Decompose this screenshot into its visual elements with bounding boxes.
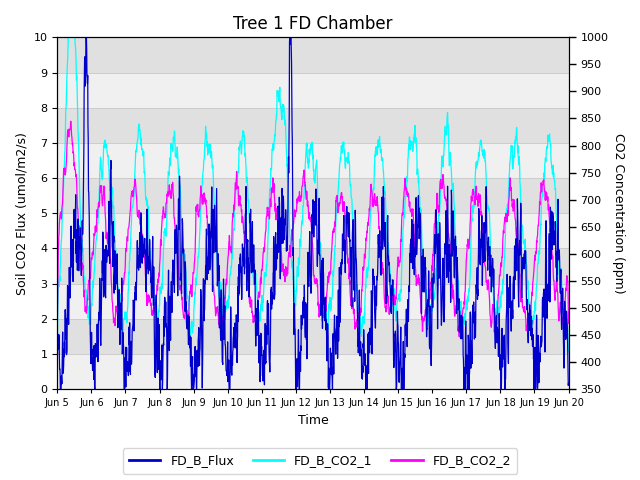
FD_B_CO2_2 <box>564 321 572 326</box>
Bar <box>57 108 568 143</box>
FD_B_CO2_1 <box>80 264 88 270</box>
FD_B_CO2_2 <box>80 281 88 287</box>
FD_B_CO2_2 <box>456 325 464 331</box>
FD_B_CO2_1 <box>550 169 557 175</box>
FD_B_CO2_2 <box>302 195 310 201</box>
FD_B_Flux <box>82 35 90 40</box>
FD_B_Flux <box>56 386 64 392</box>
Bar <box>57 178 568 213</box>
Text: TZ_fd: TZ_fd <box>0 479 1 480</box>
FD_B_CO2_1 <box>550 175 558 181</box>
Y-axis label: CO2 Concentration (ppm): CO2 Concentration (ppm) <box>612 133 625 293</box>
FD_B_CO2_1 <box>564 349 572 355</box>
FD_B_Flux <box>303 337 310 343</box>
Bar <box>57 37 568 72</box>
FD_B_Flux <box>80 172 88 178</box>
Bar <box>57 213 568 248</box>
FD_B_CO2_2 <box>550 283 558 289</box>
Bar <box>57 284 568 319</box>
Bar <box>57 319 568 354</box>
Y-axis label: Soil CO2 Flux (umol/m2/s): Soil CO2 Flux (umol/m2/s) <box>15 132 28 295</box>
Bar <box>57 143 568 178</box>
Title: Tree 1 FD Chamber: Tree 1 FD Chamber <box>233 15 393 33</box>
FD_B_CO2_1 <box>302 149 310 155</box>
Line: FD_B_CO2_1: FD_B_CO2_1 <box>57 37 568 352</box>
FD_B_CO2_2 <box>53 324 61 330</box>
FD_B_CO2_1 <box>289 266 296 272</box>
FD_B_Flux <box>550 228 558 234</box>
FD_B_Flux <box>289 202 297 208</box>
FD_B_CO2_1 <box>456 315 464 321</box>
Line: FD_B_CO2_2: FD_B_CO2_2 <box>57 121 568 337</box>
Legend: FD_B_Flux, FD_B_CO2_1, FD_B_CO2_2: FD_B_Flux, FD_B_CO2_1, FD_B_CO2_2 <box>123 448 517 474</box>
FD_B_CO2_2 <box>456 334 463 340</box>
Bar <box>57 248 568 284</box>
FD_B_CO2_1 <box>53 335 61 340</box>
FD_B_CO2_1 <box>65 35 72 40</box>
Bar <box>57 354 568 389</box>
FD_B_Flux <box>550 242 558 248</box>
Bar <box>57 72 568 108</box>
FD_B_Flux <box>564 380 572 386</box>
FD_B_Flux <box>456 315 464 321</box>
X-axis label: Time: Time <box>298 414 328 427</box>
FD_B_CO2_2 <box>67 119 75 124</box>
FD_B_Flux <box>53 363 61 369</box>
FD_B_CO2_2 <box>289 228 296 233</box>
Line: FD_B_Flux: FD_B_Flux <box>57 37 568 389</box>
FD_B_CO2_2 <box>550 277 558 283</box>
